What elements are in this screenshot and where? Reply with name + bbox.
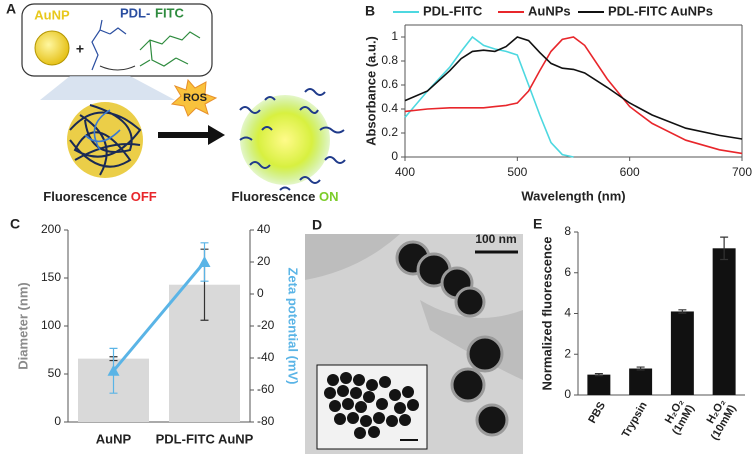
bar	[629, 368, 653, 395]
y-tick-label: 50	[48, 366, 62, 380]
y-tick-label: 0.2	[381, 125, 398, 139]
link-arrow	[99, 65, 136, 71]
y-tick-label: 200	[41, 222, 61, 236]
y-tick-label: 0.4	[381, 101, 398, 115]
off-state: OFF	[131, 189, 157, 204]
x-tick-label: 600	[620, 165, 640, 179]
y2-tick-label: 20	[257, 254, 271, 268]
aunp-label: AuNP	[34, 7, 70, 22]
x-tick-label: 700	[732, 165, 752, 179]
legend-label: AuNPs	[528, 3, 571, 18]
panel-letter: B	[365, 3, 375, 19]
inset-particles	[324, 372, 419, 439]
x-tick-label: 500	[507, 165, 527, 179]
trigger-burst	[170, 78, 218, 117]
y2-tick-label: -20	[257, 318, 275, 332]
chart: B 0 0.2 0.4 0.6 0.8 1 Absorbance (a.u.) 400 500 60…	[363, 3, 752, 204]
legend-label: PDL-FITC AuNPs	[608, 3, 713, 18]
x-tick-label: 400	[395, 165, 415, 179]
y-tick-label: 2	[564, 346, 571, 360]
y-tick-label: 0.6	[381, 77, 398, 91]
y-tick-label: 8	[564, 224, 571, 238]
polymer-coil	[84, 109, 121, 151]
off-caption: Fluorescence OFF	[43, 189, 157, 204]
reaction-arrowhead	[208, 125, 225, 145]
polymer-coil	[69, 104, 142, 176]
error-bar	[636, 366, 645, 371]
x-tick-label: Trypsin	[620, 400, 650, 440]
series-line	[404, 35, 574, 158]
y-tick-label: 150	[41, 270, 61, 284]
series-line	[112, 261, 206, 372]
chart: E 0 2 4 6 8 Normalized fluorescence PBS Trypsin H…	[533, 216, 745, 443]
y-tick-label: 0.8	[381, 53, 398, 67]
y-tick-label: 1	[391, 29, 398, 43]
dye-label: FITC	[155, 5, 184, 20]
fluorescent-particle	[240, 95, 330, 185]
error-bar	[594, 373, 603, 377]
callout-wedge	[40, 76, 175, 100]
x-tick-label: PBS	[586, 400, 608, 426]
on-state: ON	[319, 189, 339, 204]
aunp-icon	[34, 30, 70, 66]
y2-tick-label: 0	[257, 286, 264, 300]
y2-tick-label: 40	[257, 222, 271, 236]
on-caption: Fluorescence ON	[232, 189, 339, 204]
chart: C 0 50 100 150 200 Diameter (nm) -80 -60 -40 -20 0 2…	[10, 216, 301, 447]
panel-letter: D	[312, 217, 322, 233]
x-axis-label: Wavelength (nm)	[521, 188, 625, 203]
y2-tick-label: -80	[257, 414, 275, 428]
bar	[670, 311, 694, 395]
dye-sketch	[139, 31, 201, 67]
series-line	[404, 36, 743, 140]
polymer-sketch	[91, 19, 127, 71]
film-texture	[305, 234, 523, 380]
scale-label: 100 nm	[475, 232, 516, 246]
series-line	[404, 36, 743, 155]
trigger-label: ROS	[183, 92, 207, 104]
y-axis-label: Diameter (nm)	[15, 282, 30, 369]
y2-axis-label: Zeta potential (mV)	[286, 267, 301, 384]
bar	[712, 248, 736, 395]
bar	[587, 374, 611, 395]
x-tick-label: PDL-FITC AuNP	[156, 431, 254, 446]
y-tick-label: 4	[564, 306, 571, 320]
y2-tick-label: -60	[257, 382, 275, 396]
legend-label: PDL-FITC	[423, 3, 483, 18]
particles	[395, 240, 509, 437]
schematic: A AuNP + PDL- FITC ROS Fluorescence OFF …	[6, 1, 346, 204]
x-tick-label: AuNP	[96, 431, 132, 446]
plus: +	[76, 41, 84, 57]
caption-text: Fluorescence	[232, 189, 316, 204]
panel-letter: C	[10, 216, 20, 232]
panel-letter: E	[533, 216, 542, 232]
micrograph: D 100 nm	[305, 217, 523, 454]
y2-tick-label: -40	[257, 350, 275, 364]
y-axis-label: Normalized fluorescence	[539, 237, 554, 391]
polymer-label: PDL-	[120, 5, 150, 20]
y-tick-label: 0	[54, 414, 61, 428]
error-bar	[720, 236, 729, 261]
panel-letter: A	[6, 1, 16, 17]
error-bar	[678, 309, 687, 314]
x-tick-label: H₂O₂(10mM)	[698, 397, 738, 443]
y-tick-label: 6	[564, 265, 571, 279]
caption-text: Fluorescence	[43, 189, 127, 204]
point-marker	[107, 364, 120, 376]
released-polymer	[239, 88, 346, 191]
y-axis-label: Absorbance (a.u.)	[363, 36, 378, 146]
y-tick-label: 100	[41, 318, 61, 332]
point-marker	[198, 256, 211, 267]
y-tick-label: 0	[564, 387, 571, 401]
y-tick-label: 0	[391, 149, 398, 163]
x-tick-label: H₂O₂(1mM)	[660, 397, 697, 437]
